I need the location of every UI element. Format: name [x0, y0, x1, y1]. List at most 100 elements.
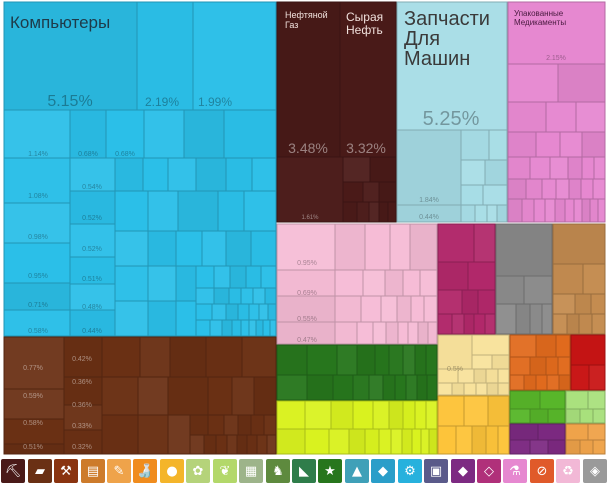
machines-tile[interactable]: [147, 300, 177, 337]
metals-tile[interactable]: [250, 414, 265, 436]
chemicals-tile[interactable]: [507, 131, 537, 158]
metals-tile[interactable]: [101, 376, 139, 416]
stone-tile[interactable]: [515, 303, 531, 335]
chemicals-tile[interactable]: [567, 156, 583, 180]
green-tile[interactable]: [509, 408, 531, 424]
machines-tile[interactable]: [3, 242, 71, 284]
foodstuffs-tile[interactable]: [471, 334, 510, 356]
machines-tile[interactable]: [69, 256, 116, 285]
machines-tile[interactable]: [114, 265, 149, 302]
plastics-tile[interactable]: [334, 321, 358, 345]
machines-tile[interactable]: [245, 265, 262, 289]
purple-tile[interactable]: [509, 439, 531, 455]
machines-tile[interactable]: [175, 230, 203, 267]
minerals-tile[interactable]: [339, 1, 397, 158]
misc-tile[interactable]: [378, 428, 392, 455]
machines-tile[interactable]: [248, 319, 257, 337]
machines-tile[interactable]: [243, 190, 277, 232]
minerals-tile[interactable]: [368, 201, 380, 223]
instruments-tile[interactable]: [497, 425, 510, 455]
animal-tile[interactable]: [555, 334, 571, 358]
green-tile[interactable]: [529, 408, 549, 424]
chemicals-tile[interactable]: [575, 101, 606, 133]
transport-tile[interactable]: [486, 204, 498, 223]
chemicals-tile[interactable]: [507, 63, 559, 103]
machines-tile[interactable]: [248, 303, 260, 321]
stone-tile[interactable]: [529, 303, 543, 335]
plastics-tile[interactable]: [396, 295, 412, 323]
machines-tile[interactable]: [195, 265, 215, 289]
chemicals-tile[interactable]: [555, 178, 570, 200]
machines-tile[interactable]: [192, 1, 277, 111]
machines-tile[interactable]: [267, 303, 277, 321]
plastics-tile[interactable]: [334, 269, 364, 297]
misc-tile[interactable]: [401, 428, 413, 455]
metals-tile[interactable]: [263, 414, 277, 436]
machines-tile[interactable]: [201, 230, 227, 267]
animal-tile[interactable]: [509, 356, 531, 376]
instruments-tile[interactable]: [437, 395, 465, 427]
machines-tile[interactable]: [195, 303, 213, 321]
car-icon[interactable]: ◆: [371, 459, 395, 483]
horse-icon[interactable]: ♞: [266, 459, 290, 483]
transport-tile[interactable]: [396, 129, 462, 206]
machines-tile[interactable]: [225, 157, 253, 192]
chemicals-tile[interactable]: [529, 156, 551, 180]
vegetable-tile[interactable]: [374, 344, 390, 376]
metals-tile[interactable]: [139, 336, 171, 378]
minerals-tile[interactable]: [342, 201, 358, 223]
paper-tile[interactable]: [579, 439, 594, 455]
animal-tile[interactable]: [546, 374, 560, 391]
metals-tile[interactable]: [137, 414, 169, 455]
vegetable-tile[interactable]: [332, 374, 354, 401]
minerals-tile[interactable]: [378, 181, 397, 203]
minerals-tile[interactable]: [342, 181, 364, 203]
metals-tile[interactable]: [101, 336, 141, 378]
metals-tile[interactable]: [207, 376, 233, 416]
chemicals-tile[interactable]: [589, 198, 599, 223]
vegetable-tile[interactable]: [368, 374, 384, 401]
chemicals-tile[interactable]: [525, 178, 543, 200]
vegetable-tile[interactable]: [425, 344, 438, 376]
machines-tile[interactable]: [143, 109, 185, 159]
plastics-tile[interactable]: [372, 321, 387, 345]
minerals-tile[interactable]: [362, 181, 380, 203]
metals-tile[interactable]: [3, 418, 65, 445]
lightgreen-tile[interactable]: [592, 408, 606, 424]
paper-roll-icon[interactable]: ▤: [81, 459, 105, 483]
animal-tile[interactable]: [535, 334, 557, 358]
lightgreen-tile[interactable]: [587, 390, 606, 410]
paper-tile[interactable]: [565, 423, 589, 441]
shirt-icon[interactable]: ▲: [345, 459, 369, 483]
machines-tile[interactable]: [262, 319, 271, 337]
metals-tile[interactable]: [3, 388, 65, 420]
machines-tile[interactable]: [209, 319, 223, 337]
machines-tile[interactable]: [225, 230, 252, 267]
chemicals-tile[interactable]: [507, 198, 523, 223]
chemicals-tile[interactable]: [593, 156, 606, 180]
sheaf-icon[interactable]: ✿: [186, 459, 210, 483]
foodstuffs-tile[interactable]: [471, 354, 493, 370]
metals-tile[interactable]: [223, 414, 239, 436]
machines-tile[interactable]: [183, 109, 225, 159]
fruit-icon[interactable]: ●: [160, 459, 184, 483]
diamond-icon[interactable]: ◆: [451, 459, 475, 483]
textiles-tile[interactable]: [437, 313, 453, 335]
wood-tile[interactable]: [552, 313, 568, 335]
machines-tile[interactable]: [255, 319, 264, 337]
wood-tile[interactable]: [591, 313, 606, 335]
wood-tile[interactable]: [566, 313, 580, 335]
chemicals-tile[interactable]: [545, 101, 577, 133]
purple-tile[interactable]: [529, 439, 549, 455]
minerals-tile[interactable]: [387, 201, 397, 223]
purple-tile[interactable]: [547, 439, 566, 455]
chemicals-tile[interactable]: [554, 198, 566, 223]
wood-tile[interactable]: [552, 293, 576, 315]
machines-tile[interactable]: [211, 303, 227, 321]
metals-tile[interactable]: [246, 434, 258, 455]
foodstuffs-tile[interactable]: [497, 368, 510, 384]
instruments-tile[interactable]: [487, 395, 510, 427]
misc-tile[interactable]: [328, 428, 350, 455]
transport-tile[interactable]: [482, 184, 508, 206]
chemicals-tile[interactable]: [507, 156, 531, 180]
